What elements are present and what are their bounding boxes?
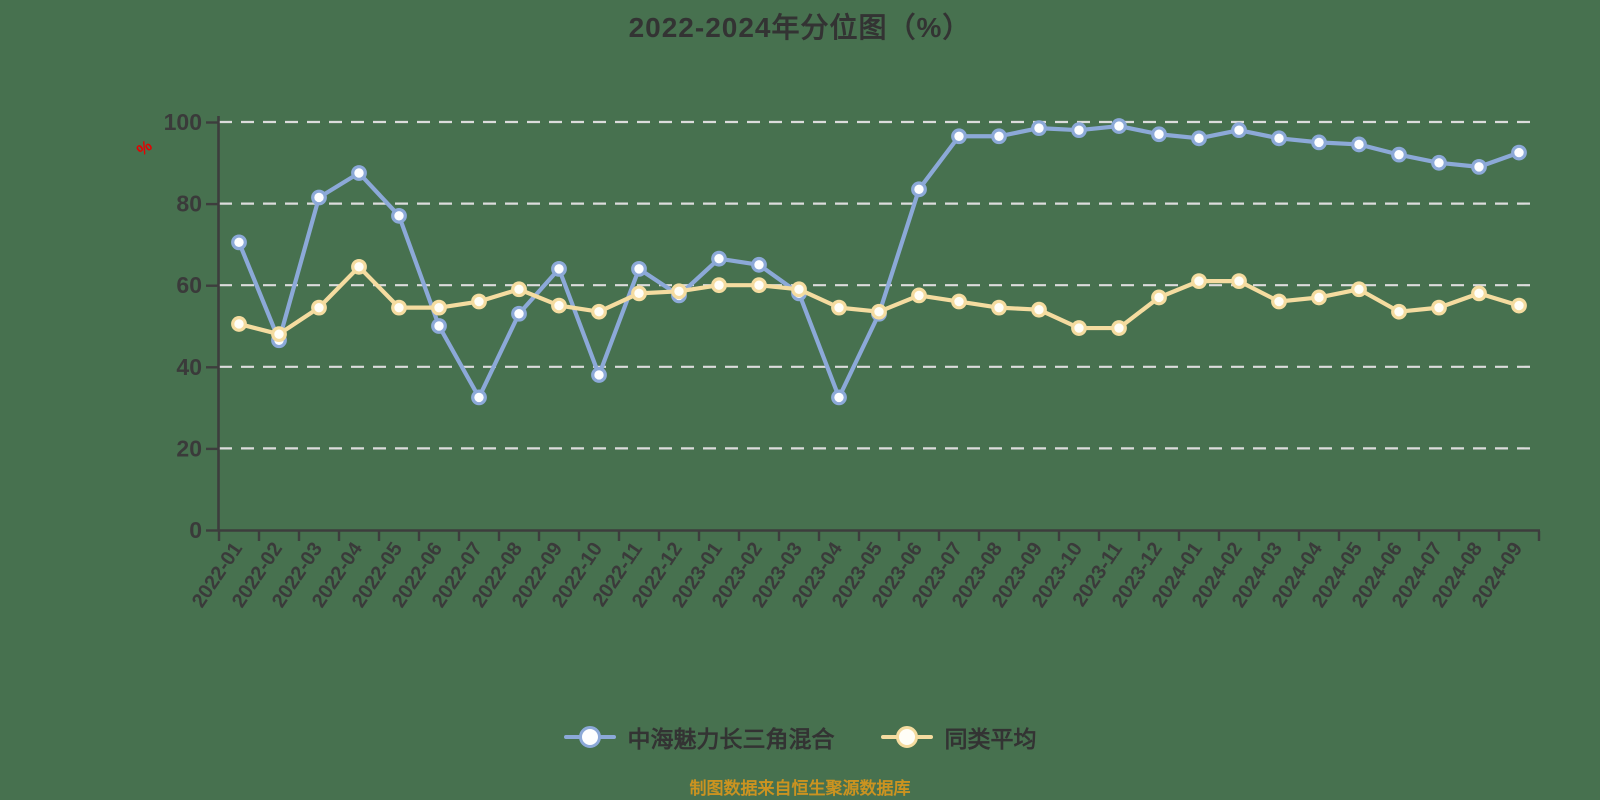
x-axis-labels: 2022-012022-022022-032022-042022-052022-… <box>188 538 1527 612</box>
data-point <box>231 316 247 332</box>
y-gridlines <box>219 120 1539 450</box>
data-point <box>911 181 927 198</box>
data-point <box>1271 130 1287 147</box>
data-point <box>511 305 527 322</box>
data-point <box>751 277 767 294</box>
data-point <box>951 128 967 145</box>
data-point <box>1511 144 1527 161</box>
data-point <box>991 299 1007 316</box>
data-point <box>1231 273 1247 290</box>
data-point <box>351 165 367 181</box>
data-point <box>1191 130 1207 147</box>
data-point <box>1031 120 1047 137</box>
data-point <box>751 256 767 273</box>
data-point <box>631 260 647 277</box>
data-point <box>1351 136 1367 153</box>
data-point <box>1431 154 1447 171</box>
data-point <box>1471 285 1487 302</box>
data-point <box>671 283 687 300</box>
y-axis-label-40: 40 <box>176 354 202 380</box>
chart-title: 2022-2024年分位图（%） <box>628 12 972 43</box>
data-point <box>311 189 327 206</box>
data-point <box>391 207 407 224</box>
data-point <box>1031 301 1047 318</box>
data-point <box>1071 320 1087 336</box>
data-point <box>791 281 807 298</box>
data-point <box>1391 303 1407 320</box>
y-axis-label-20: 20 <box>176 435 202 461</box>
data-point <box>471 389 487 406</box>
data-point <box>351 258 367 275</box>
data-point <box>991 128 1007 145</box>
data-point <box>1431 299 1447 316</box>
data-point <box>1071 122 1087 139</box>
category-average-series-marker-icon <box>880 724 933 750</box>
series-0 <box>231 118 1527 406</box>
data-point <box>231 234 247 251</box>
data-point <box>1351 281 1367 298</box>
data-point <box>911 287 927 304</box>
data-point <box>1471 158 1487 175</box>
fund-series-marker-icon <box>563 724 616 750</box>
data-point <box>1311 289 1327 306</box>
data-point <box>511 281 527 298</box>
data-point <box>711 250 727 267</box>
data-point <box>1111 320 1127 336</box>
y-axis-label-0: 0 <box>189 517 202 543</box>
data-point <box>1271 293 1287 310</box>
y-axis-label-80: 80 <box>176 191 202 217</box>
chart-legend: 中海魅力长三角混合 同类平均 <box>0 720 1600 754</box>
data-point <box>1191 273 1207 290</box>
y-axis-label-100: 100 <box>164 109 202 135</box>
data-point <box>1231 122 1247 139</box>
data-point <box>591 303 607 320</box>
legend-label-fund: 中海魅力长三角混合 <box>627 726 835 752</box>
data-point <box>1111 118 1127 134</box>
data-point <box>271 326 287 343</box>
data-point <box>551 260 567 277</box>
data-point <box>591 367 607 383</box>
data-point <box>1311 134 1327 151</box>
legend-item-category-average[interactable]: 同类平均 <box>880 720 1037 754</box>
legend-item-fund[interactable]: 中海魅力长三角混合 <box>563 720 835 754</box>
data-point <box>471 293 487 310</box>
y-axis-labels: 0 20 40 60 80 100 <box>164 109 202 543</box>
data-point <box>1391 146 1407 163</box>
data-point <box>431 299 447 316</box>
data-point <box>391 299 407 316</box>
axes <box>206 116 1541 541</box>
y-axis-label-60: 60 <box>176 272 202 298</box>
data-point <box>871 303 887 320</box>
data-point <box>431 318 447 334</box>
legend-label-category-average: 同类平均 <box>944 726 1037 752</box>
data-point <box>1151 126 1167 143</box>
data-point <box>551 297 567 314</box>
data-point <box>951 293 967 310</box>
data-point <box>831 389 847 406</box>
data-point <box>631 285 647 302</box>
data-point <box>711 277 727 294</box>
data-point <box>311 299 327 316</box>
data-point <box>831 299 847 316</box>
data-point <box>1151 289 1167 306</box>
series-line-0 <box>236 123 1522 400</box>
data-point <box>1511 297 1527 314</box>
series-1 <box>231 258 1527 343</box>
data-source-note: 制图数据来自恒生聚源数据库 <box>689 779 911 798</box>
